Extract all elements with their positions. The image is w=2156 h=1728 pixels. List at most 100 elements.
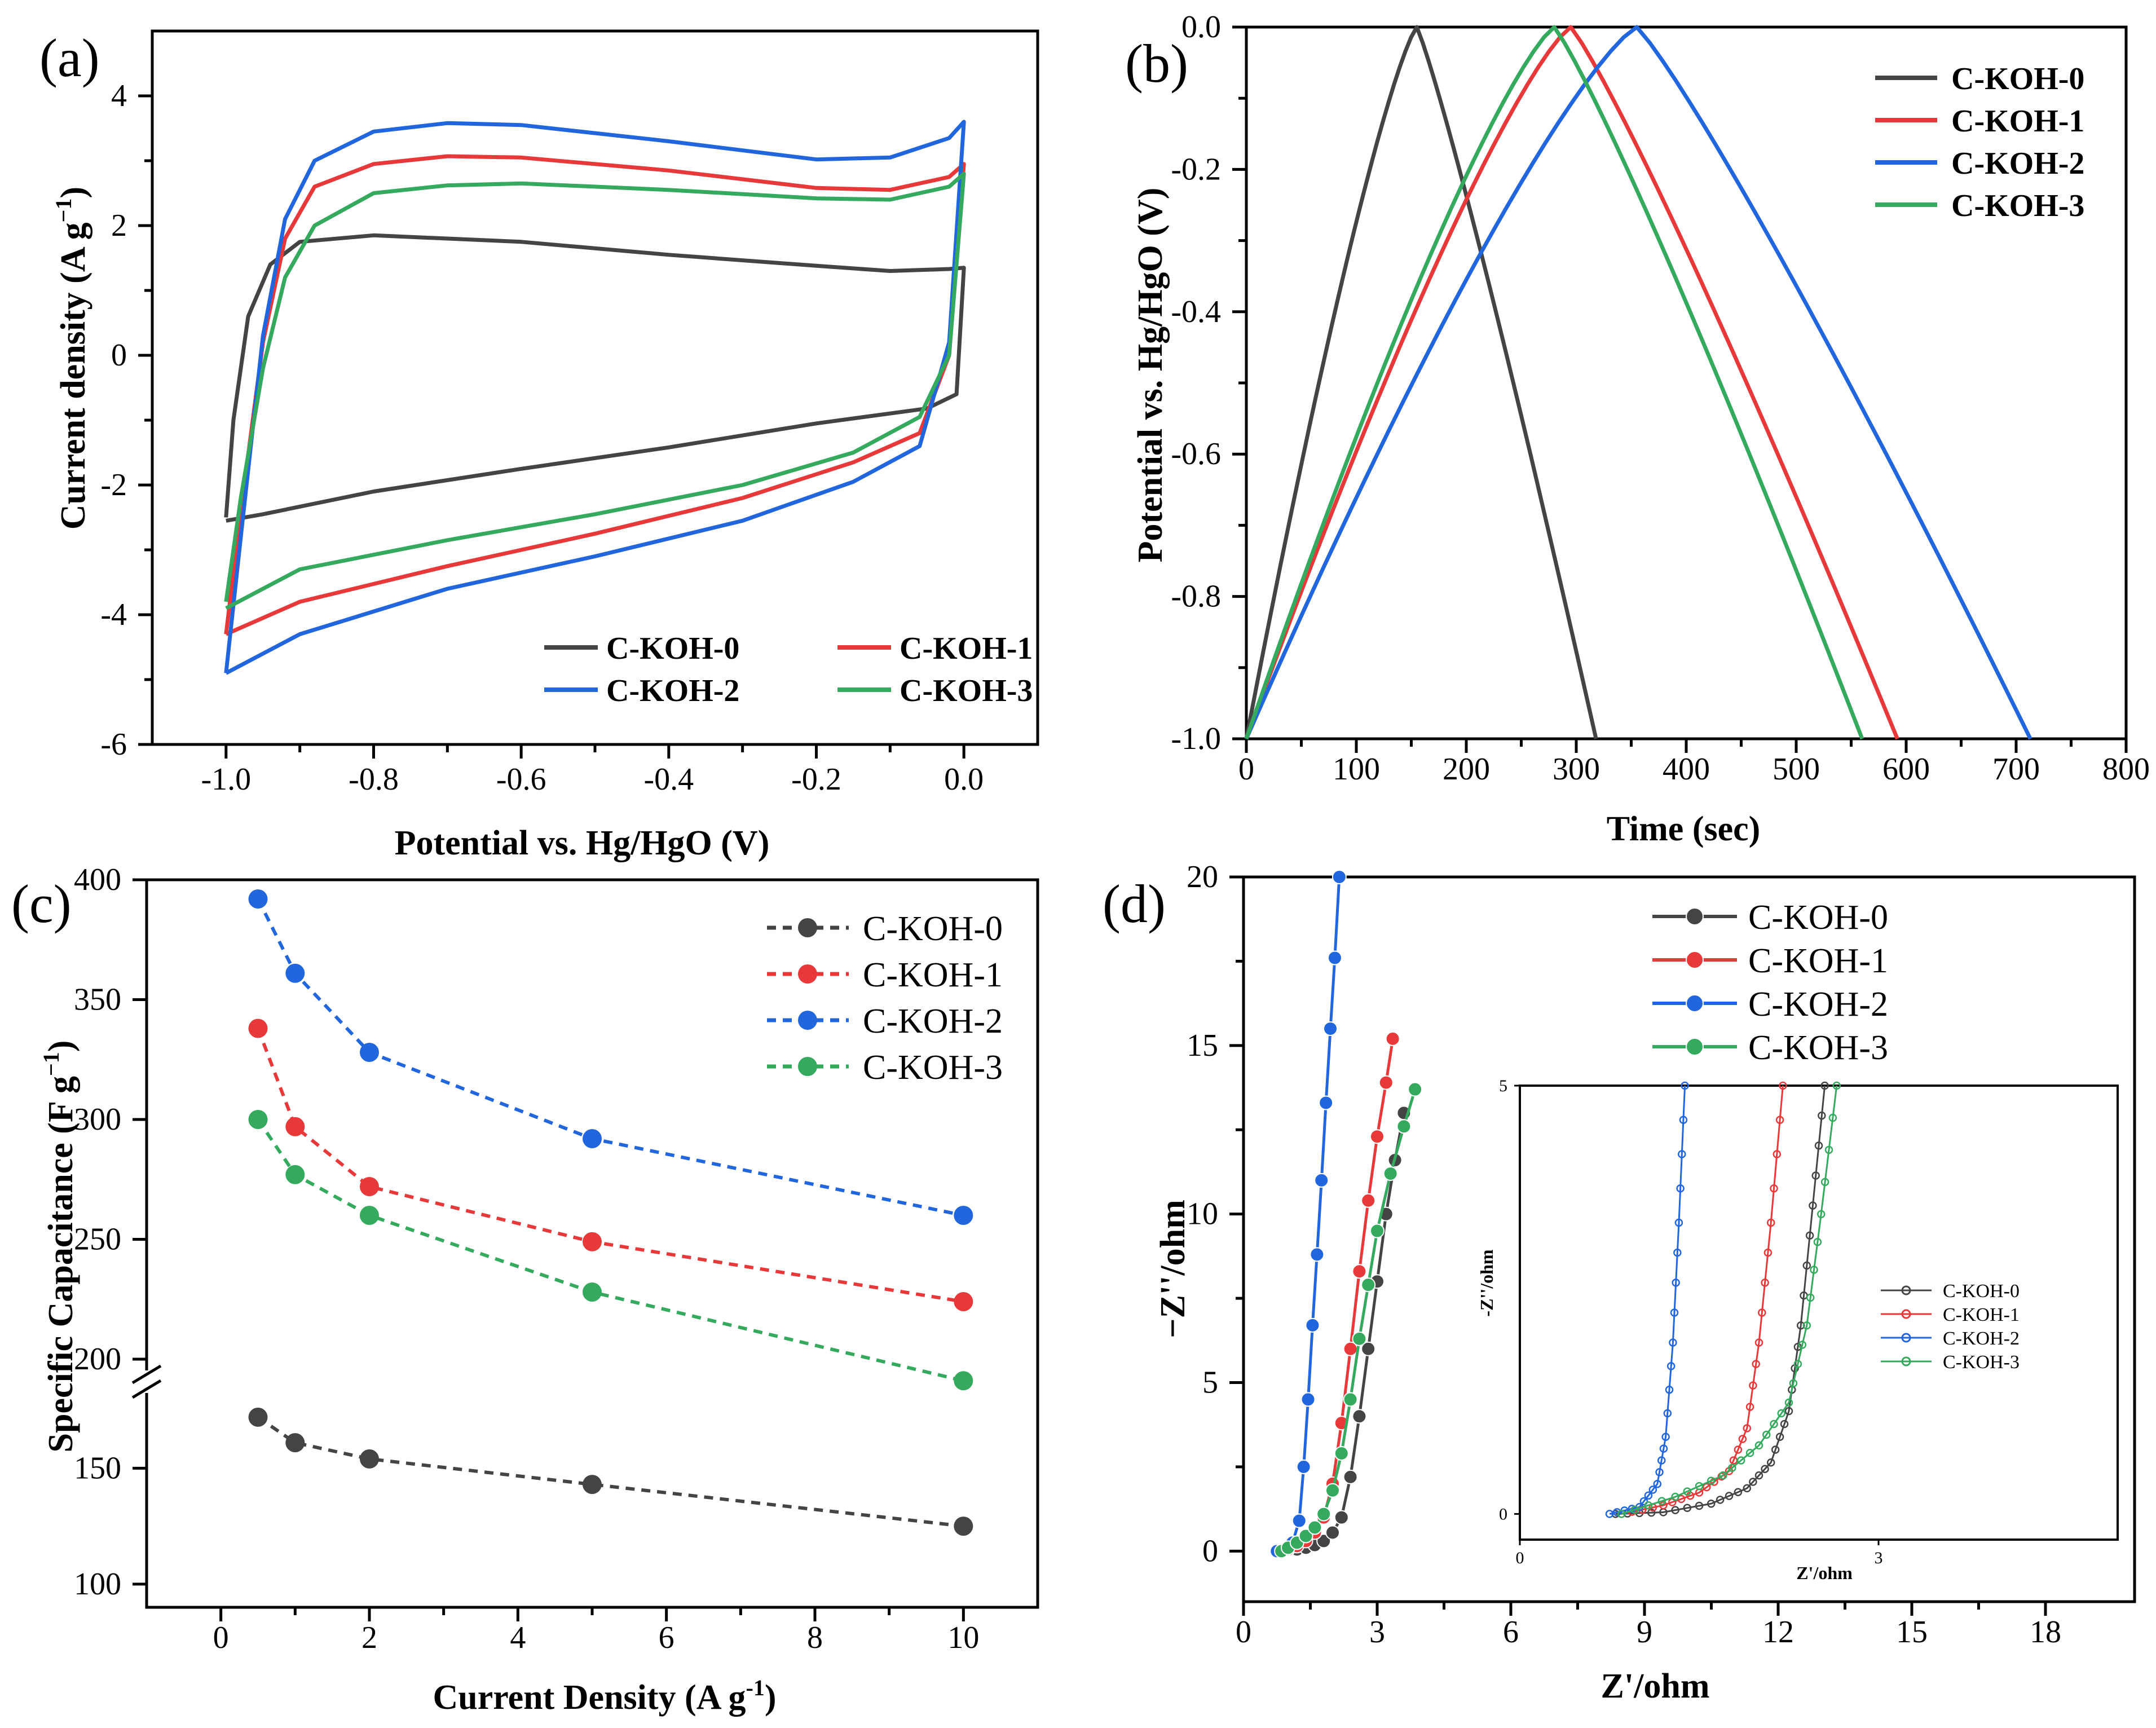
rate-point-c-koh-1	[248, 1019, 268, 1038]
nyquist-point-c-koh-0	[1352, 1409, 1367, 1424]
inset-point-c-koh-2	[1653, 1480, 1662, 1488]
legend-label-c-koh-3: C-KOH-3	[1748, 1029, 1888, 1067]
rate-point-c-koh-3	[360, 1206, 379, 1225]
inset-point-c-koh-3	[1683, 1487, 1692, 1496]
inset-point-c-koh-0	[1811, 1171, 1820, 1180]
nyquist-point-c-koh-3	[1298, 1528, 1313, 1544]
nyquist-point-c-koh-1	[1378, 1075, 1394, 1090]
inset-point-c-koh-1	[1659, 1501, 1668, 1510]
inset-point-c-koh-0	[1716, 1496, 1725, 1504]
inset-point-c-koh-2	[1681, 1081, 1689, 1090]
panel-b-ytick-label: -0.8	[1171, 579, 1221, 614]
inset-point-c-koh-0	[1754, 1471, 1763, 1480]
inset-point-c-koh-0	[1802, 1261, 1811, 1270]
panel-b-ytick-label: -0.2	[1171, 152, 1221, 187]
nyquist-point-c-koh-0	[1334, 1510, 1349, 1525]
panel-c-xtick-label: 2	[361, 1620, 377, 1655]
panel-a-xtick-label: -0.8	[349, 762, 399, 797]
inset-point-c-koh-3	[1657, 1497, 1666, 1505]
rate-point-c-koh-1	[285, 1117, 305, 1136]
rate-point-c-koh-0	[954, 1517, 973, 1536]
inset-point-c-koh-3	[1736, 1456, 1745, 1465]
panel-a-xtick-label: -0.2	[791, 762, 841, 797]
panel-c-label: (c)	[11, 874, 72, 934]
legend-marker-c-koh-1	[1686, 951, 1704, 969]
legend-marker-c-koh-3	[1686, 1038, 1704, 1056]
inset-point-c-koh-2	[1665, 1385, 1674, 1394]
rate-point-c-koh-2	[285, 963, 305, 983]
inset-point-c-koh-3	[1770, 1420, 1778, 1429]
inset-point-c-koh-2	[1659, 1444, 1668, 1453]
panel-a-ytick-label: -2	[100, 468, 127, 502]
nyquist-line-c-koh-0	[1279, 1112, 1405, 1553]
panel-d-xtick-label: 12	[1762, 1615, 1794, 1650]
inset-point-c-koh-1	[1749, 1381, 1757, 1390]
panel-a-xtick-label: -0.6	[496, 762, 546, 797]
nyquist-point-c-koh-2	[1310, 1247, 1325, 1262]
inset-point-c-koh-2	[1666, 1362, 1676, 1370]
panel-d-xtick-label: 6	[1503, 1615, 1519, 1650]
inset-point-c-koh-1	[1761, 1279, 1769, 1287]
inset-point-c-koh-3	[1754, 1441, 1763, 1450]
panel-a-cv-chart: (a) -1.0 -0.8 -0.6 -0.4 -0.2 0.0 -6 -4 -2 0 2 4 Pot…	[39, 28, 1039, 862]
nyquist-point-c-koh-2	[1319, 1095, 1334, 1110]
panel-c-axis-break-mark	[131, 1379, 162, 1399]
legend-label-c-koh-1: C-KOH-1	[1951, 104, 2084, 139]
inset-point-c-koh-3	[1784, 1398, 1793, 1407]
inset-point-c-koh-3	[1802, 1321, 1811, 1330]
inset-point-c-koh-3	[1806, 1293, 1815, 1302]
inset-point-c-koh-1	[1766, 1218, 1775, 1227]
inset-point-c-koh-2	[1674, 1218, 1683, 1227]
panel-c-xtick-label: 4	[510, 1620, 526, 1655]
panel-c-ytick-label: 200	[74, 1342, 121, 1377]
panel-b-xtick-label: 100	[1333, 752, 1380, 787]
inset-frame	[1519, 1085, 2119, 1541]
legend-label-c-koh-1: C-KOH-1	[1748, 942, 1888, 980]
cv-curve-c-koh-0	[224, 233, 966, 523]
rate-point-c-koh-1	[360, 1177, 379, 1196]
panel-a-label: (a)	[39, 28, 100, 88]
panel-b-xtick-label: 0	[1238, 752, 1254, 787]
panel-d-legend: C-KOH-0 C-KOH-1 C-KOH-2 C-KOH-3	[1652, 898, 1888, 1067]
legend-label-c-koh-0: C-KOH-0	[863, 910, 1003, 948]
nyquist-point-c-koh-3	[1408, 1082, 1423, 1097]
inset-point-c-koh-2	[1673, 1248, 1682, 1257]
panel-b-legend: C-KOH-0 C-KOH-1 C-KOH-2 C-KOH-3	[1875, 61, 2084, 223]
nyquist-point-c-koh-2	[1314, 1172, 1329, 1188]
panel-a-xtick-label: -1.0	[201, 762, 252, 797]
inset-point-c-koh-0	[1647, 1508, 1656, 1517]
inset-point-c-koh-1	[1770, 1184, 1778, 1193]
rate-point-c-koh-3	[285, 1165, 305, 1184]
panel-d-ytick-label: 15	[1187, 1028, 1218, 1063]
inset-point-c-koh-3	[1789, 1379, 1798, 1388]
inset-point-c-koh-1	[1763, 1248, 1773, 1257]
legend-label-c-koh-1: C-KOH-1	[863, 956, 1003, 994]
inset-point-c-koh-3	[1644, 1501, 1653, 1510]
nyquist-point-c-koh-3	[1316, 1506, 1331, 1522]
inset-xtick-label: 3	[1875, 1549, 1883, 1567]
panel-a-ytick-label: -6	[100, 727, 127, 762]
panel-d-xtick-label: 18	[2030, 1615, 2061, 1650]
inset-point-c-koh-3	[1630, 1505, 1639, 1514]
inset-point-c-koh-1	[1754, 1338, 1763, 1347]
panel-a-xtick-label: 0.0	[944, 762, 984, 797]
inset-point-c-koh-2	[1655, 1468, 1664, 1476]
panel-d-nyquist-chart: (d) 0 3 6 9 12 15 18 0 5 10 15 20 Z'/ohm −Z''/ohm C…	[1103, 859, 2136, 1705]
rate-point-c-koh-0	[248, 1407, 268, 1427]
inset-point-c-koh-1	[1758, 1308, 1766, 1317]
rate-point-c-koh-1	[583, 1232, 602, 1251]
panel-b-xtick-label: 600	[1882, 752, 1930, 787]
nyquist-point-c-koh-3	[1334, 1446, 1349, 1461]
cv-curve-c-koh-2	[224, 120, 966, 675]
inset-point-c-koh-3	[1813, 1237, 1822, 1246]
panel-a-ytick-label: 2	[111, 208, 127, 243]
legend-label-c-koh-2: C-KOH-2	[1951, 146, 2084, 181]
nyquist-point-c-koh-3	[1352, 1331, 1367, 1346]
cv-curve-c-koh-3	[224, 171, 966, 610]
nyquist-point-c-koh-0	[1343, 1469, 1358, 1484]
inset-point-c-koh-3	[1762, 1430, 1771, 1439]
inset-point-c-koh-2	[1639, 1497, 1648, 1506]
panel-b-plot-area: 0 100 200 300 400 500 600 700 800 -1.0 -0.8 -0.6 -0.…	[1171, 10, 2150, 787]
legend-label-c-koh-0: C-KOH-0	[606, 631, 739, 666]
nyquist-point-c-koh-0	[1361, 1341, 1376, 1356]
